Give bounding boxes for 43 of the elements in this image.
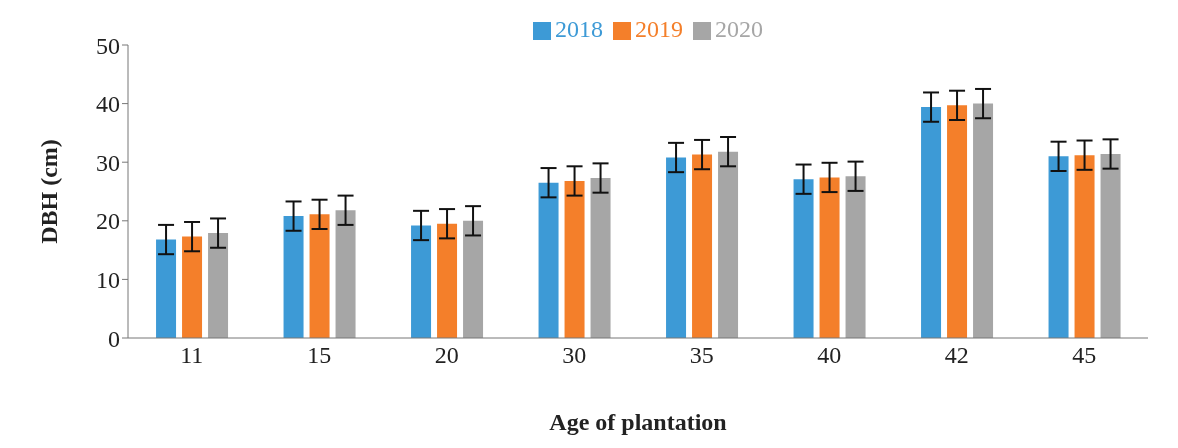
bar	[819, 177, 840, 338]
bar	[411, 225, 432, 338]
y-tick-label: 30	[96, 149, 120, 176]
bar	[335, 210, 356, 338]
bar	[666, 157, 687, 338]
y-tick-label: 0	[108, 325, 120, 352]
bar	[718, 151, 739, 338]
bar	[921, 107, 942, 338]
bar	[309, 214, 330, 338]
bar	[564, 180, 585, 338]
y-axis-title: DBH (cm)	[35, 139, 62, 244]
x-axis-title: Age of plantation	[549, 409, 727, 435]
y-tick-label: 50	[96, 32, 120, 59]
bar	[590, 178, 611, 338]
bar	[538, 182, 559, 338]
x-tick-label: 20	[434, 342, 459, 369]
bar	[845, 176, 866, 338]
bar	[1074, 155, 1095, 338]
bar	[463, 220, 484, 338]
bar	[437, 223, 458, 338]
x-tick-label: 11	[180, 342, 204, 369]
x-tick-label: 30	[562, 342, 587, 369]
bar	[208, 233, 229, 338]
y-tick-label: 20	[96, 208, 120, 235]
x-tick-label: 40	[817, 342, 842, 369]
x-tick-label: 35	[689, 342, 714, 369]
bar	[692, 154, 713, 338]
y-tick-label: 10	[96, 266, 120, 293]
bar	[182, 236, 203, 338]
y-tick-label: 40	[96, 91, 120, 118]
x-tick-label: 45	[1072, 342, 1097, 369]
legend-label: 2020	[715, 16, 763, 42]
legend-label: 2018	[555, 16, 603, 42]
bar	[1048, 156, 1069, 338]
legend-label: 2019	[635, 16, 683, 42]
bar	[973, 103, 994, 338]
bar	[793, 179, 814, 338]
bar	[283, 216, 304, 338]
x-tick-label: 42	[944, 342, 969, 369]
bar	[947, 105, 968, 338]
bar	[156, 239, 177, 338]
x-tick-label: 15	[307, 342, 332, 369]
bar	[1100, 154, 1121, 338]
